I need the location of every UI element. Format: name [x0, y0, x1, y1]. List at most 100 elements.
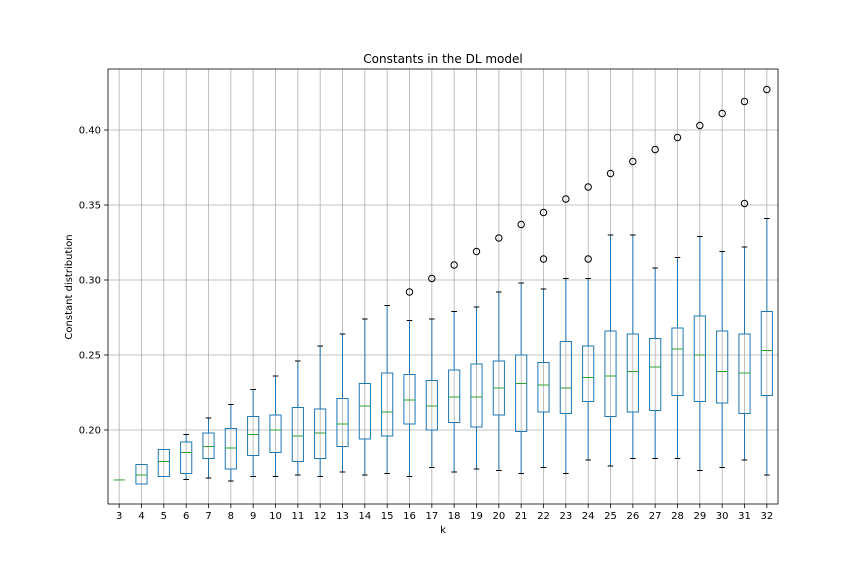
x-axis: 3 4 5 6 7 8 9 10 11 12 13 14 15 16 17 18 19 20 21 22 23 24 25 2…	[116, 504, 773, 522]
x-tick-label: 21	[515, 511, 528, 522]
x-tick-label: 17	[425, 511, 438, 522]
box-iqr	[224, 428, 237, 470]
outlier-point	[696, 121, 704, 130]
box-k-4	[135, 464, 148, 485]
box-iqr	[381, 372, 394, 437]
x-tick-label: 28	[671, 511, 684, 522]
outlier-point	[450, 261, 458, 269]
box-k-29	[693, 121, 706, 471]
box-k-11	[291, 360, 304, 476]
outlier-point	[718, 109, 726, 118]
box-iqr	[671, 327, 684, 396]
box-iqr	[470, 363, 483, 428]
box-iqr	[515, 354, 528, 432]
box-k-9	[247, 389, 260, 477]
box-k-25	[604, 169, 617, 467]
x-tick-label: 29	[693, 511, 706, 522]
y-tick-label: 0.35	[79, 201, 101, 212]
box-k-27	[649, 145, 662, 459]
box-k-6	[180, 434, 193, 480]
y-axis: 0.20 0.25 0.30 0.35 0.40	[79, 126, 108, 437]
x-tick-label: 6	[183, 511, 189, 522]
box-k-19	[470, 247, 483, 470]
x-tick-label: 8	[228, 511, 234, 522]
box-k-23	[559, 195, 572, 474]
outlier-point	[428, 274, 436, 283]
box-k-15	[381, 305, 394, 474]
outlier-point	[472, 247, 481, 256]
y-tick-label: 0.30	[79, 276, 101, 287]
x-tick-label: 12	[314, 511, 327, 522]
x-tick-label: 30	[716, 511, 729, 522]
box-iqr	[202, 432, 215, 459]
outlier-point	[763, 85, 771, 94]
x-tick-label: 7	[205, 511, 211, 522]
x-tick-label: 13	[336, 511, 349, 522]
x-tick-label: 16	[403, 511, 416, 522]
box-iqr	[448, 369, 461, 423]
box-k-32	[760, 85, 773, 476]
y-axis-label: Constant distribution	[64, 234, 75, 339]
x-tick-label: 14	[358, 511, 371, 522]
box-k-14	[358, 318, 371, 476]
box-iqr	[604, 330, 617, 417]
box-k-8	[224, 404, 237, 482]
box-k-26	[626, 157, 639, 459]
box-k-5	[157, 449, 170, 477]
x-tick-label: 19	[470, 511, 483, 522]
outlier-point	[405, 288, 414, 296]
box-k-22	[537, 208, 550, 468]
box-iqr	[247, 416, 260, 456]
outlier-point	[651, 145, 659, 154]
outlier-point	[673, 133, 682, 142]
box-iqr	[693, 315, 706, 402]
box-iqr	[716, 330, 729, 404]
chart-title: Constants in the DL model	[363, 52, 522, 66]
outlier-point	[606, 169, 615, 178]
x-tick-label: 31	[738, 511, 751, 522]
box-iqr	[403, 374, 416, 425]
x-tick-label: 23	[559, 511, 572, 522]
box-iqr	[291, 407, 304, 462]
box-series	[113, 85, 773, 485]
x-tick-label: 25	[604, 511, 617, 522]
outlier-point	[562, 195, 570, 203]
x-tick-label: 9	[250, 511, 256, 522]
y-tick-label: 0.25	[79, 351, 101, 362]
box-iqr	[157, 449, 170, 477]
box-iqr	[626, 333, 639, 413]
x-tick-label: 27	[649, 511, 662, 522]
y-tick-label: 0.40	[79, 126, 101, 137]
outlier-point	[495, 234, 503, 242]
box-iqr	[559, 341, 572, 414]
box-k-7	[202, 417, 215, 479]
x-tick-label: 5	[161, 511, 167, 522]
x-tick-label: 32	[760, 511, 773, 522]
box-k-10	[269, 375, 282, 477]
x-tick-label: 10	[269, 511, 282, 522]
plot-frame	[107, 68, 779, 505]
outlier-point	[584, 255, 592, 263]
box-iqr	[425, 380, 438, 431]
outlier-point	[740, 97, 749, 106]
box-k-13	[336, 333, 349, 473]
box-k-24	[582, 183, 595, 461]
outlier-point	[539, 208, 548, 217]
x-tick-label: 15	[381, 511, 394, 522]
box-k-16	[403, 288, 416, 477]
box-iqr	[760, 311, 773, 396]
outlier-point	[584, 183, 592, 191]
outlier-point	[539, 255, 548, 263]
box-k-21	[515, 220, 528, 474]
x-axis-label: k	[440, 525, 446, 536]
box-iqr	[649, 338, 662, 411]
box-k-28	[671, 133, 684, 459]
box-k-20	[492, 234, 505, 471]
box-iqr	[269, 414, 282, 453]
box-k-17	[425, 274, 438, 468]
x-tick-label: 11	[291, 511, 304, 522]
box-k-31	[738, 97, 751, 461]
x-tick-label: 4	[138, 511, 144, 522]
box-k-30	[716, 109, 729, 468]
box-k-12	[314, 345, 327, 477]
